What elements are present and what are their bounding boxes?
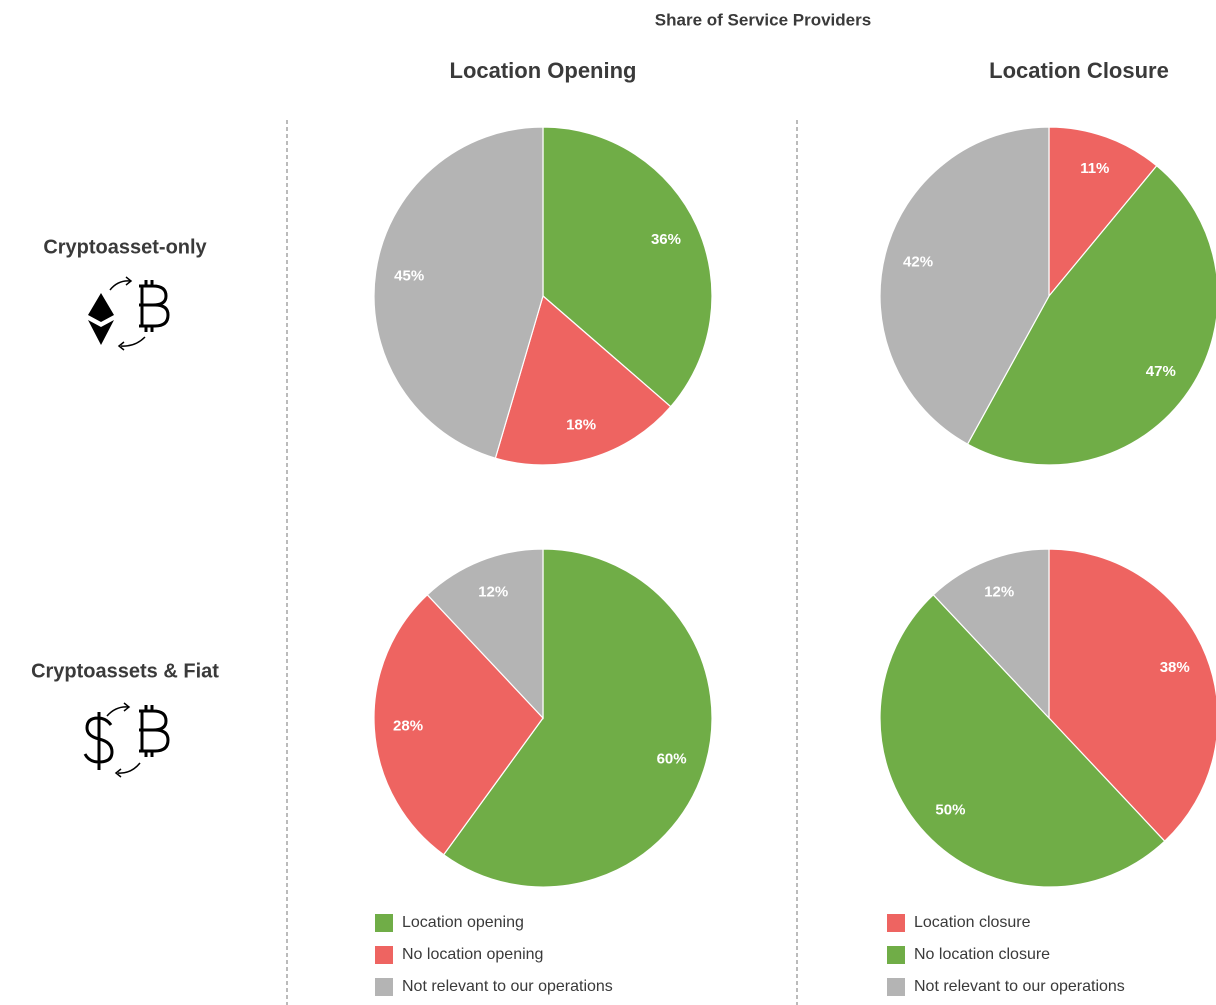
data-label: 50% — [935, 802, 965, 819]
pie-slice — [442, 548, 713, 888]
row-label: Cryptoassets & Fiat — [31, 660, 219, 682]
legend-label: Not relevant to our operations — [402, 978, 613, 995]
legend-swatch — [375, 978, 393, 996]
pie-slice — [494, 294, 672, 466]
data-label: 12% — [984, 583, 1014, 600]
data-label: 18% — [566, 417, 596, 434]
data-label: 60% — [657, 751, 687, 768]
legend-label: Location opening — [402, 914, 524, 931]
pie-slice — [966, 164, 1216, 466]
column-title: Location Closure — [989, 58, 1169, 83]
data-label: 12% — [478, 583, 508, 600]
pie-slice — [879, 126, 1050, 445]
legend-swatch — [375, 946, 393, 964]
pie-slice — [542, 126, 713, 408]
legend-swatch — [887, 978, 905, 996]
crypto-icon — [88, 276, 170, 351]
legend-swatch — [375, 914, 393, 932]
legend-label: No location opening — [402, 946, 543, 963]
chart-title: Share of Service Providers — [655, 10, 871, 29]
pie-slice — [373, 126, 544, 459]
data-label: 47% — [1146, 363, 1176, 380]
fiat-icon — [83, 702, 170, 778]
legend-swatch — [887, 946, 905, 964]
legend-swatch — [887, 914, 905, 932]
data-label: 38% — [1160, 659, 1190, 676]
pie-slice — [373, 593, 544, 856]
pie-slice — [932, 548, 1050, 720]
pie-slice — [879, 593, 1166, 888]
data-label: 36% — [651, 231, 681, 248]
data-label: 11% — [1080, 160, 1109, 177]
pie-slice — [1048, 548, 1216, 843]
pie-slice — [1048, 126, 1158, 298]
legend-label: Location closure — [914, 914, 1031, 931]
legend-label: Not relevant to our operations — [914, 978, 1125, 995]
row-label: Cryptoasset-only — [43, 236, 207, 258]
column-title: Location Opening — [450, 58, 637, 83]
data-label: 28% — [393, 717, 423, 734]
pie-slice — [426, 548, 544, 720]
legend-label: No location closure — [914, 946, 1050, 963]
data-label: 42% — [903, 253, 933, 270]
data-label: 45% — [394, 268, 424, 285]
